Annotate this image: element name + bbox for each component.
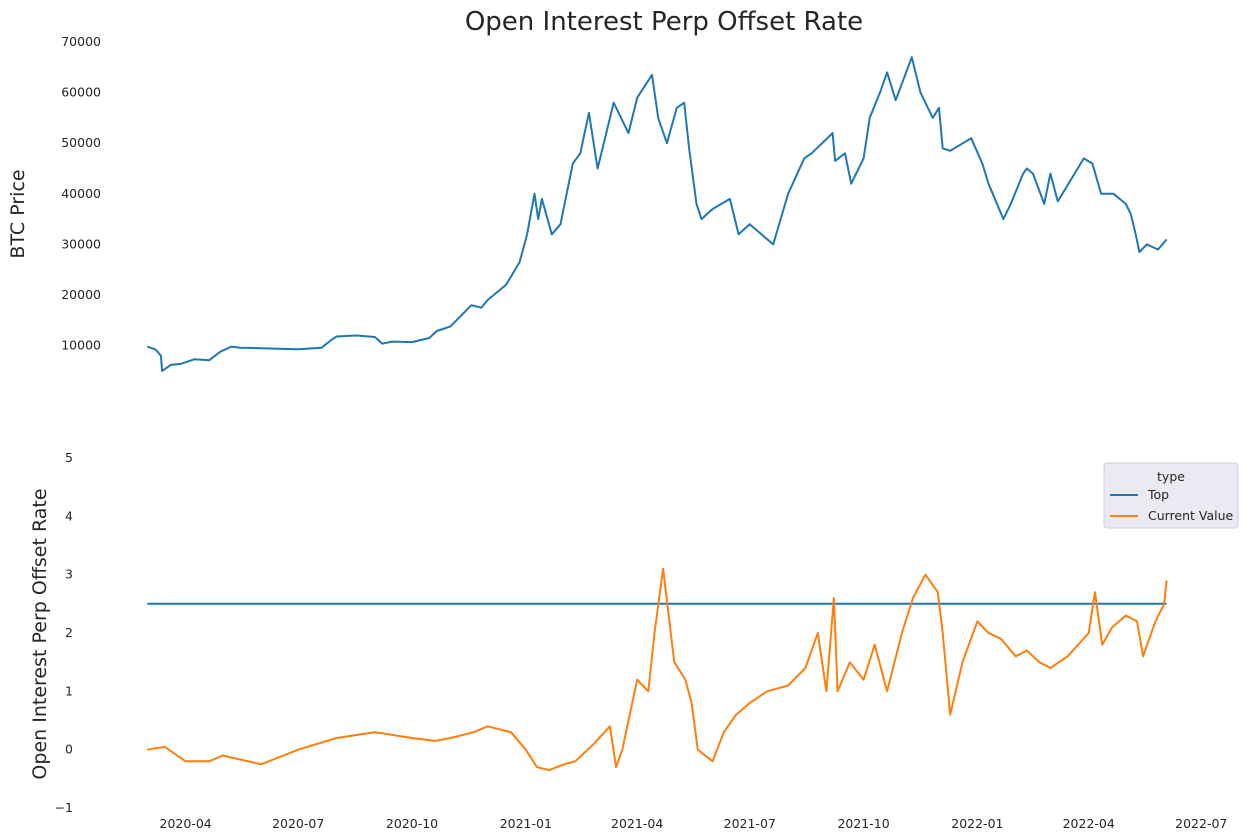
legend-label-top: Top bbox=[1147, 487, 1169, 502]
price-y-axis-label: BTC Price bbox=[7, 169, 29, 258]
btc-price-line bbox=[146, 56, 1168, 372]
offset-rate-y-axis: −1 0 1 2 3 4 5 bbox=[55, 450, 73, 815]
price-y-tick-label: 40000 bbox=[61, 186, 101, 201]
price-y-tick-label: 70000 bbox=[61, 34, 101, 49]
date-x-tick-label: 2021-04 bbox=[611, 816, 663, 831]
price-panel: 10000 20000 30000 40000 50000 60000 70000 BTC … bbox=[7, 34, 1168, 372]
price-y-tick-label: 50000 bbox=[61, 135, 101, 150]
date-x-tick-label: 2021-01 bbox=[500, 816, 552, 831]
offset-rate-y-tick-label: 1 bbox=[65, 683, 73, 698]
chart-title: Open Interest Perp Offset Rate bbox=[465, 7, 863, 37]
price-y-axis: 10000 20000 30000 40000 50000 60000 70000 bbox=[61, 34, 101, 353]
current-value-line bbox=[147, 567, 1168, 772]
offset-rate-y-tick-label: −1 bbox=[55, 800, 73, 815]
date-x-tick-label: 2021-07 bbox=[724, 816, 776, 831]
offset-rate-y-tick-label: 0 bbox=[65, 742, 73, 757]
offset-rate-y-tick-label: 4 bbox=[65, 508, 73, 523]
offset-rate-series-group bbox=[147, 567, 1168, 772]
price-y-tick-label: 20000 bbox=[61, 287, 101, 302]
price-y-tick-label: 30000 bbox=[61, 236, 101, 251]
date-x-tick-label: 2020-04 bbox=[160, 816, 212, 831]
legend-title: type bbox=[1157, 469, 1185, 484]
offset-rate-y-tick-label: 3 bbox=[65, 567, 73, 582]
date-x-tick-label: 2020-10 bbox=[386, 816, 438, 831]
offset-rate-y-tick-label: 2 bbox=[65, 625, 73, 640]
date-x-tick-label: 2022-07 bbox=[1175, 816, 1227, 831]
legend-label-current-value: Current Value bbox=[1148, 508, 1234, 523]
date-x-tick-label: 2022-04 bbox=[1063, 816, 1115, 831]
date-x-tick-label: 2020-07 bbox=[272, 816, 324, 831]
price-y-tick-label: 10000 bbox=[61, 338, 101, 353]
legend-box bbox=[1103, 462, 1239, 529]
date-x-tick-label: 2022-01 bbox=[951, 816, 1003, 831]
offset-rate-y-tick-label: 5 bbox=[65, 450, 73, 465]
offset-rate-y-axis-label: Open Interest Perp Offset Rate bbox=[29, 488, 51, 779]
price-y-tick-label: 60000 bbox=[61, 85, 101, 100]
date-x-axis: 2020-04 2020-07 2020-10 2021-01 2021-04 2021-… bbox=[160, 816, 1228, 831]
legend: type Top Current Value bbox=[1103, 462, 1239, 529]
price-series-group bbox=[146, 56, 1168, 372]
date-x-tick-label: 2021-10 bbox=[837, 816, 889, 831]
